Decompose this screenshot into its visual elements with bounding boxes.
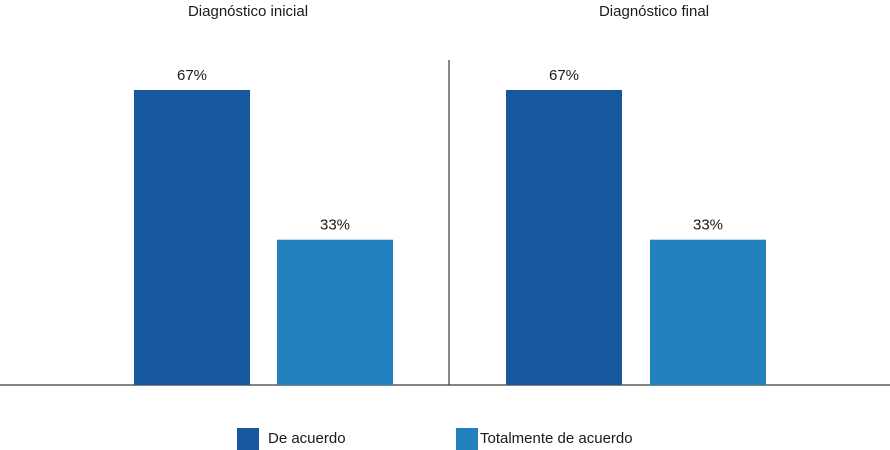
bars (134, 90, 766, 385)
data-label-diagnostico-final-totalmente-de-acuerdo: 33% (693, 217, 723, 234)
legend-label-de-acuerdo: De acuerdo (268, 430, 346, 447)
bar-diagnostico-inicial-totalmente-de-acuerdo (277, 239, 393, 385)
data-label-diagnostico-inicial-totalmente-de-acuerdo: 33% (320, 217, 350, 234)
data-label-diagnostico-final-de-acuerdo: 67% (549, 67, 579, 84)
legend-label-totalmente-de-acuerdo: Totalmente de acuerdo (480, 430, 633, 447)
legend: De acuerdo Totalmente de acuerdo (237, 428, 633, 450)
bar-diagnostico-final-de-acuerdo (506, 90, 622, 385)
legend-swatch-totalmente-de-acuerdo (456, 428, 478, 450)
data-labels: 67% 33% 67% 33% (177, 67, 723, 234)
panel-title-diagnostico-inicial: Diagnóstico inicial (188, 3, 308, 20)
legend-swatch-de-acuerdo (237, 428, 259, 450)
panel-title-diagnostico-final: Diagnóstico final (599, 3, 709, 20)
panel-titles: Diagnóstico inicial Diagnóstico final (188, 3, 709, 20)
bar-diagnostico-inicial-de-acuerdo (134, 90, 250, 385)
bar-diagnostico-final-totalmente-de-acuerdo (650, 239, 766, 385)
data-label-diagnostico-inicial-de-acuerdo: 67% (177, 67, 207, 84)
